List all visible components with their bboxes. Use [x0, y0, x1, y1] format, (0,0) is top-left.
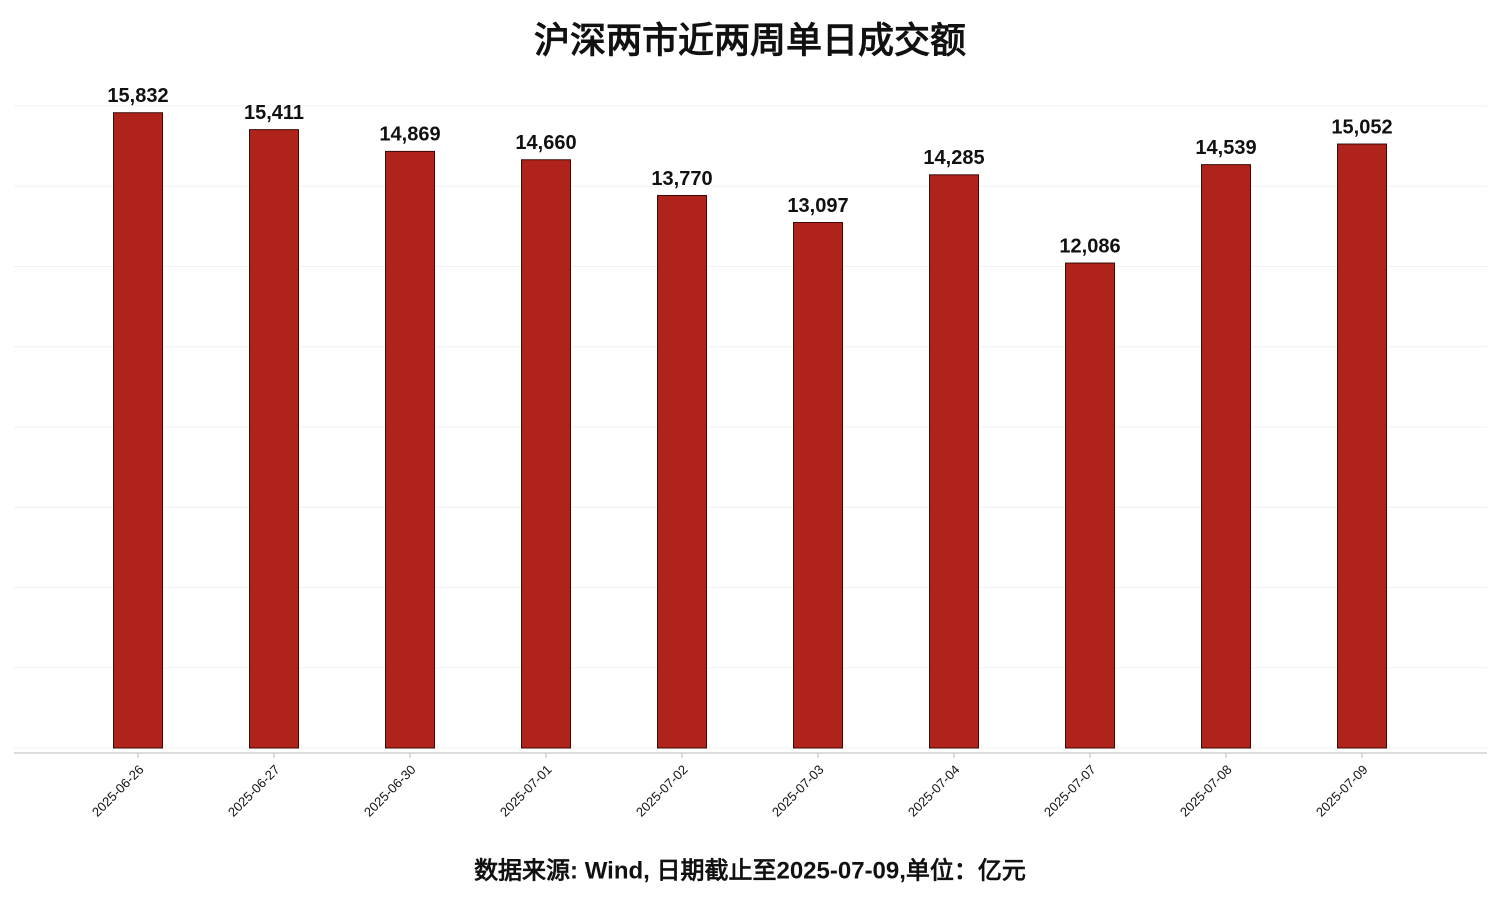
- value-label: 13,770: [651, 168, 712, 190]
- value-label: 15,411: [244, 102, 304, 124]
- chart-title: 沪深两市近两周单日成交额: [534, 20, 966, 61]
- x-tick-label: 2025-06-27: [225, 762, 283, 820]
- x-tick-label: 2025-07-01: [497, 762, 555, 820]
- value-label: 15,052: [1331, 116, 1392, 138]
- bar: [113, 112, 163, 749]
- bar: [929, 174, 979, 749]
- x-tick-label: 2025-07-02: [633, 762, 691, 820]
- bar: [385, 150, 435, 749]
- bar: [521, 159, 571, 749]
- value-label: 14,869: [379, 124, 440, 146]
- footer-note: 数据来源: Wind, 日期截止至2025-07-09,单位：亿元: [474, 856, 1026, 884]
- value-label: 14,539: [1195, 137, 1256, 159]
- x-tick-label: 2025-07-09: [1313, 762, 1371, 820]
- bar: [657, 194, 707, 749]
- x-tick-label: 2025-06-30: [361, 762, 419, 820]
- value-label: 14,285: [923, 147, 984, 169]
- bar: [1337, 143, 1387, 749]
- bar: [1201, 164, 1251, 749]
- value-label: 14,660: [515, 132, 576, 154]
- x-tick-label: 2025-07-04: [905, 762, 963, 820]
- x-tick-label: 2025-07-08: [1177, 762, 1235, 820]
- x-tick-label: 2025-07-07: [1041, 762, 1099, 820]
- value-label: 13,097: [787, 195, 848, 217]
- value-label: 15,832: [107, 85, 168, 107]
- x-tick-label: 2025-07-03: [769, 762, 827, 820]
- bar: [249, 129, 299, 749]
- x-tick-label: 2025-06-26: [89, 762, 147, 820]
- bar: [1065, 262, 1115, 749]
- bar: [793, 221, 843, 749]
- value-label: 12,086: [1059, 235, 1120, 257]
